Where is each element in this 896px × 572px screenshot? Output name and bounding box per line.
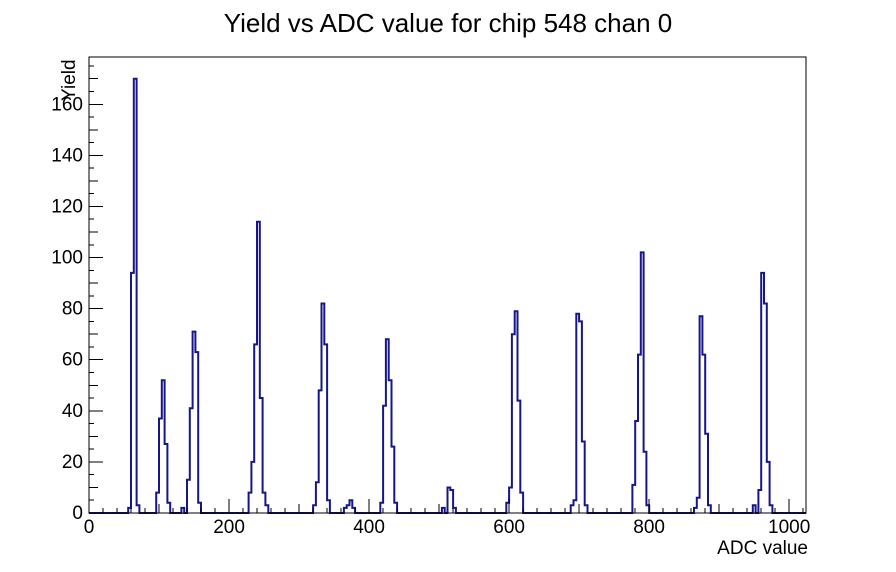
y-tick-label: 120 (51, 196, 83, 217)
chart-title: Yield vs ADC value for chip 548 chan 0 (223, 8, 673, 38)
plot-frame (88, 56, 807, 514)
y-axis-title: Yield (59, 59, 80, 101)
x-tick-label: 600 (493, 517, 525, 538)
y-tick-label: 60 (62, 350, 83, 371)
y-tick-label: 80 (62, 299, 83, 320)
x-tick-label: 200 (213, 517, 245, 538)
x-tick-label: 800 (633, 517, 665, 538)
x-tick-label: 0 (84, 517, 95, 538)
x-tick-label: 400 (353, 517, 385, 538)
y-tick-label: 40 (62, 401, 83, 422)
y-tick-label: 160 (51, 94, 83, 115)
x-axis-title: ADC value (717, 538, 808, 559)
x-tick-label: 1000 (768, 517, 810, 538)
histogram-series (89, 77, 806, 514)
y-tick-label: 20 (62, 452, 83, 473)
y-tick-label: 100 (51, 248, 83, 269)
y-tick-label: 0 (72, 503, 83, 524)
y-tick-label: 140 (51, 145, 83, 166)
